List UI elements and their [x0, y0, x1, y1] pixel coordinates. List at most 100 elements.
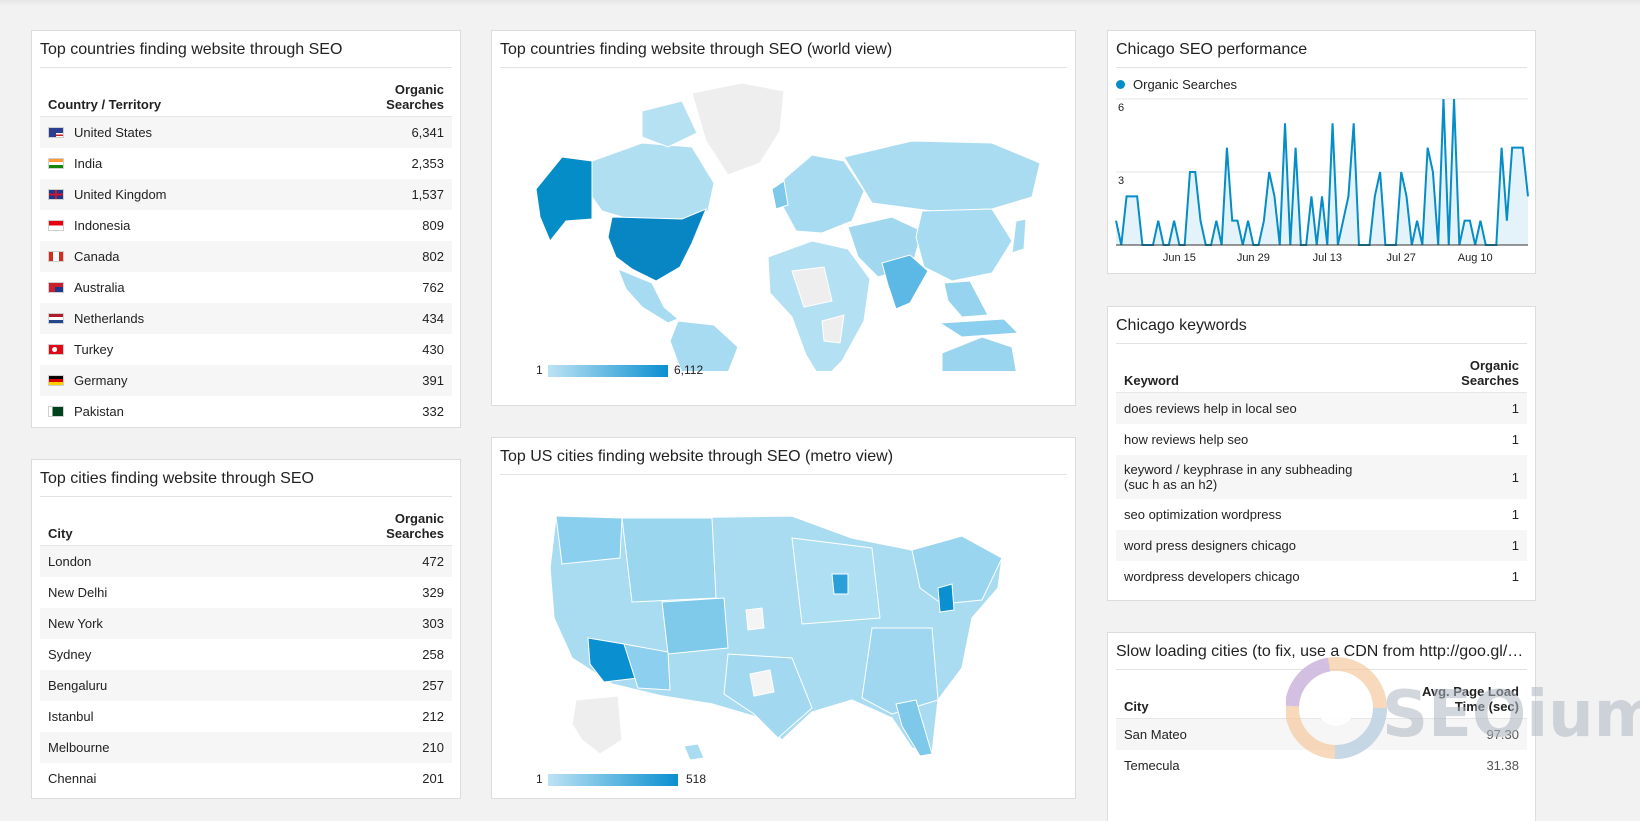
city-name: New York — [40, 608, 356, 639]
map-region-africa-no-data-2 — [821, 314, 845, 344]
chart-legend[interactable]: Organic Searches — [1116, 77, 1237, 92]
load-time-column-header[interactable]: Avg. Page Load Time (sec) — [1391, 678, 1527, 719]
searches-value: 201 — [422, 771, 444, 786]
map-region-india — [881, 254, 929, 310]
table-row[interactable]: Temecula 31.38 — [1116, 750, 1527, 781]
searches-column-header[interactable]: Organic Searches — [1431, 352, 1527, 393]
table-row[interactable]: India 2,353 — [40, 148, 452, 179]
pakistan-flag-icon — [48, 406, 64, 417]
table-row[interactable]: wordpress developers chicago 1 — [1116, 561, 1527, 592]
table-row[interactable]: Germany 391 — [40, 365, 452, 396]
city-name: Melbourne — [40, 732, 356, 763]
keyword-column-header[interactable]: Keyword — [1116, 352, 1431, 393]
x-tick-label: Aug 10 — [1458, 252, 1493, 264]
world-map-widget: Top countries finding website through SE… — [491, 30, 1076, 406]
table-row[interactable]: keyword / keyphrase in any subheading (s… — [1116, 455, 1527, 499]
us-metro-map[interactable] — [492, 478, 1076, 778]
map-region-alaska — [535, 156, 593, 242]
map-region-florida — [895, 699, 933, 757]
map-region-australia — [941, 336, 1017, 371]
organic-searches-chart[interactable]: 6 3 Jun 15 Jun 29 Jul 13 Jul 27 Aug 10 — [1108, 85, 1536, 274]
searches-value: 210 — [356, 732, 452, 763]
country-name: United States — [74, 125, 153, 140]
map-region-africa-no-data — [791, 266, 833, 308]
searches-value: 303 — [356, 608, 452, 639]
us-map-widget: Top US cities finding website through SE… — [491, 437, 1076, 799]
load-time-value: 31.38 — [1486, 758, 1519, 773]
table-row[interactable]: does reviews help in local seo 1 — [1116, 392, 1527, 424]
searches-value: 802 — [356, 241, 452, 272]
country-column-header[interactable]: Country / Territory — [40, 76, 356, 117]
map-region-no-data-2 — [749, 669, 775, 697]
table-row[interactable]: United Kingdom 1,537 — [40, 179, 452, 210]
table-row[interactable]: Chennai 201 — [40, 763, 452, 794]
city-name: New Delhi — [48, 585, 108, 600]
table-row[interactable]: how reviews help seo 1 — [1116, 424, 1527, 455]
country-cell: Netherlands — [40, 303, 356, 334]
searches-column-header[interactable]: Organic Searches — [356, 505, 452, 546]
table-row[interactable]: Istanbul 212 — [40, 701, 452, 732]
cities-table-body: London 472 New Delhi 329 New York 303 Sydney 25… — [40, 545, 452, 795]
table-row[interactable]: Canada 802 — [40, 241, 452, 272]
city-column-header[interactable]: City — [40, 505, 356, 546]
map-region-arctic-islands — [641, 100, 698, 148]
country-cell: Turkey — [40, 334, 356, 365]
countries-widget-title: Top countries finding website through SE… — [40, 31, 452, 68]
cities-widget: Top cities finding website through SEO C… — [31, 459, 461, 799]
table-row[interactable]: Netherlands 434 — [40, 303, 452, 334]
searches-value: 212 — [422, 709, 444, 724]
table-row[interactable]: word press designers chicago 1 — [1116, 530, 1527, 561]
searches-value: 1 — [1511, 569, 1519, 584]
country-name: Netherlands — [74, 311, 145, 326]
countries-widget: Top countries finding website through SE… — [31, 30, 461, 428]
map-region-texas — [723, 653, 813, 739]
searches-column-header[interactable]: Organic Searches — [356, 76, 452, 117]
table-row[interactable]: United States 6,341 — [40, 116, 452, 148]
map-region-china — [915, 208, 1013, 282]
table-row[interactable]: New Delhi 329 — [40, 577, 452, 608]
country-cell: United States — [40, 116, 356, 148]
map-region-europe — [781, 154, 865, 234]
australia-flag-icon — [48, 282, 64, 293]
netherlands-flag-icon — [48, 313, 64, 324]
map-region-se-asia — [943, 280, 989, 318]
table-row[interactable]: Australia 762 — [40, 272, 452, 303]
searches-value: 1 — [1511, 507, 1519, 522]
searches-value: 430 — [422, 342, 444, 357]
table-row[interactable]: London 472 — [40, 545, 452, 577]
table-row[interactable]: seo optimization wordpress 1 — [1116, 499, 1527, 530]
searches-value: 1,537 — [356, 179, 452, 210]
world-map-legend-gradient — [548, 365, 668, 377]
country-name: Turkey — [74, 342, 114, 357]
us-flag-icon — [48, 127, 64, 138]
world-map-legend-min: 1 — [536, 363, 543, 377]
searches-value: 329 — [422, 585, 444, 600]
searches-value: 258 — [422, 647, 444, 662]
table-row[interactable]: Indonesia 809 — [40, 210, 452, 241]
map-region-japan — [1011, 218, 1027, 254]
country-cell: India — [40, 148, 356, 179]
top-shadow-bar — [0, 0, 1640, 6]
table-row[interactable]: Turkey 430 — [40, 334, 452, 365]
table-row[interactable]: New York 303 — [40, 608, 452, 639]
table-row[interactable]: Bengaluru 257 — [40, 670, 452, 701]
country-cell: Indonesia — [40, 210, 356, 241]
map-region-chicago — [831, 573, 849, 595]
country-name: Canada — [74, 249, 120, 264]
table-row[interactable]: Pakistan 332 — [40, 396, 452, 427]
load-time-value: 97.30 — [1391, 718, 1527, 750]
seoium-logo-icon: SEOium — [1285, 657, 1640, 759]
map-region-mountain — [621, 517, 717, 603]
table-row[interactable]: Sydney 258 — [40, 639, 452, 670]
searches-value: 809 — [422, 218, 444, 233]
map-region-hawaii — [683, 743, 705, 761]
india-flag-icon — [48, 158, 64, 169]
searches-value: 1 — [1511, 432, 1519, 447]
x-tick-label: Jun 15 — [1163, 252, 1196, 264]
searches-value: 332 — [422, 404, 444, 419]
country-cell: United Kingdom — [40, 179, 356, 210]
world-map[interactable] — [492, 71, 1076, 371]
seoium-watermark: SEOium — [1285, 636, 1640, 786]
table-row[interactable]: Melbourne 210 — [40, 732, 452, 763]
city-name: Chennai — [48, 771, 97, 786]
